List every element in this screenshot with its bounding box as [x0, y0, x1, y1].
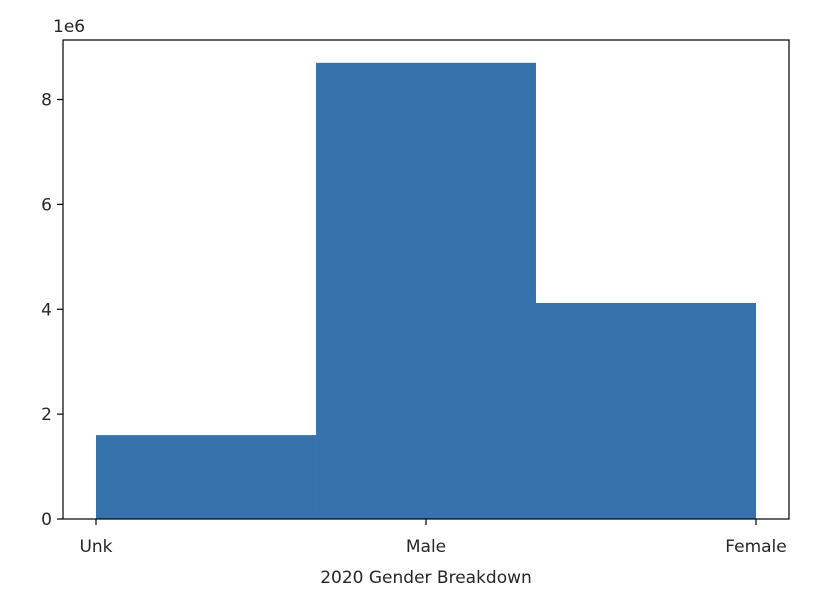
x-tick-label-unk: Unk — [79, 537, 112, 557]
bar-unk — [96, 435, 317, 519]
bar-female — [535, 302, 756, 519]
y-tick-label: 0 — [41, 510, 52, 530]
x-axis-label: 2020 Gender Breakdown — [320, 568, 532, 588]
y-tick-label: 4 — [41, 300, 52, 320]
y-axis: 0 2 4 6 8 — [41, 91, 63, 530]
bar-male — [316, 62, 536, 520]
x-tick-label-male: Male — [406, 537, 446, 557]
x-axis: Unk Male Female — [79, 519, 787, 557]
y-tick-label: 2 — [41, 405, 52, 425]
y-tick-label: 6 — [41, 195, 52, 215]
x-tick-label-female: Female — [725, 537, 786, 557]
y-tick-label: 8 — [41, 91, 52, 111]
bars-layer — [96, 62, 756, 520]
y-axis-scale-label: 1e6 — [53, 17, 85, 37]
